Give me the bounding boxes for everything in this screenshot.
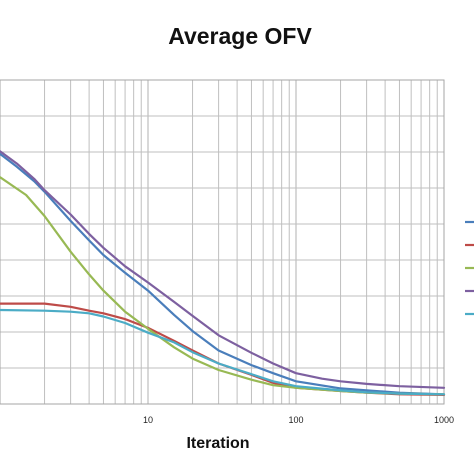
x-tick-label: 1000 xyxy=(434,415,454,425)
series-line-4 xyxy=(0,150,446,389)
legend xyxy=(465,220,474,316)
series-lines xyxy=(0,150,446,396)
chart-title: Average OFV xyxy=(168,23,312,49)
x-tick-labels: 10 100 1000 xyxy=(143,415,454,425)
x-axis-label: Iteration xyxy=(186,435,249,452)
x-tick-label: 10 xyxy=(143,415,153,425)
x-tick-label: 100 xyxy=(288,415,303,425)
series-line-5 xyxy=(0,308,446,396)
plot-area-border xyxy=(0,79,445,405)
series-line-1 xyxy=(0,152,446,396)
